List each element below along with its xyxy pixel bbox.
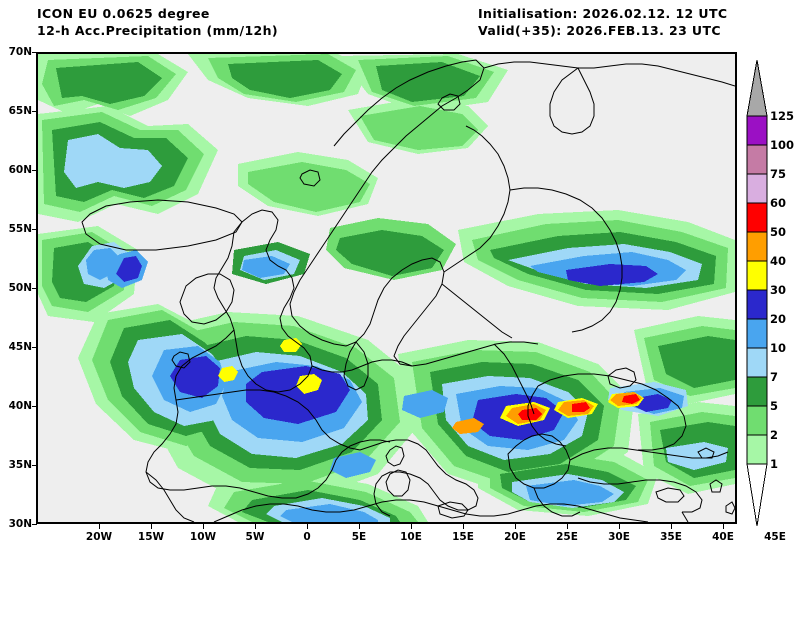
lon-tick-10w	[203, 524, 204, 529]
colorbar-band-50-60	[746, 202, 768, 233]
colorbar-band-30-40	[746, 260, 768, 291]
lon-tick-label-5e: 5E	[351, 531, 367, 543]
colorbar-band-7-10	[746, 347, 768, 378]
lon-tick-label-20w: 20W	[85, 531, 113, 543]
colorbar-band-5-7	[746, 376, 768, 407]
colorbar-band-20-30	[746, 289, 768, 320]
lat-tick-label-50n: 50N	[8, 282, 32, 294]
lat-tick-label-30n: 30N	[8, 518, 32, 530]
lon-tick-label-5w: 5W	[245, 531, 265, 543]
colorbar-tick-40: 40	[770, 254, 787, 268]
lat-tick-label-70n: 70N	[8, 46, 32, 58]
lat-tick-label-55n: 55N	[8, 223, 32, 235]
header-right-block: Initialisation: 2026.02.12. 12 UTC Valid…	[478, 5, 798, 39]
lon-tick-label-30e: 30E	[608, 531, 630, 543]
lon-tick-20e	[515, 524, 516, 529]
lat-tick-70n	[32, 52, 37, 53]
colorbar-band-60-75	[746, 173, 768, 204]
colorbar-tick-5: 5	[770, 399, 779, 413]
colorbar-band-10-20	[746, 318, 768, 349]
lon-tick-label-45e: 45E	[764, 531, 786, 543]
colorbar-tick-75: 75	[770, 167, 787, 181]
lon-tick-35e	[671, 524, 672, 529]
colorbar-tick-2: 2	[770, 428, 779, 442]
lat-tick-label-65n: 65N	[8, 105, 32, 117]
lat-tick-50n	[32, 288, 37, 289]
lon-tick-15w	[151, 524, 152, 529]
lon-tick-label-10w: 10W	[189, 531, 217, 543]
lat-tick-45n	[32, 347, 37, 348]
lat-tick-label-60n: 60N	[8, 164, 32, 176]
colorbar-band-1-2	[746, 434, 768, 465]
lon-tick-label-0: 0	[303, 531, 311, 543]
colorbar-band-100-125	[746, 115, 768, 146]
colorbar-tick-30: 30	[770, 283, 787, 297]
lon-tick-label-15e: 15E	[452, 531, 474, 543]
lat-tick-65n	[32, 111, 37, 112]
lon-tick-10e	[411, 524, 412, 529]
lon-tick-label-10e: 10E	[400, 531, 422, 543]
lat-tick-60n	[32, 170, 37, 171]
colorbar-band-75-100	[746, 144, 768, 175]
colorbar-tick-7: 7	[770, 370, 779, 384]
colorbar-tick-20: 20	[770, 312, 787, 326]
lon-tick-5w	[255, 524, 256, 529]
lat-tick-label-35n: 35N	[8, 459, 32, 471]
lon-tick-label-35e: 35E	[660, 531, 682, 543]
colorbar-tick-10: 10	[770, 341, 787, 355]
colorbar-tick-1: 1	[770, 457, 779, 471]
colorbar-tick-100: 100	[770, 138, 795, 152]
colorbar-tick-125: 125	[770, 109, 795, 123]
colorbar-tick-60: 60	[770, 196, 787, 210]
lon-tick-30e	[619, 524, 620, 529]
colorbar-swatches	[746, 60, 768, 526]
coastlines-layer	[81, 59, 735, 522]
lon-tick-40e	[723, 524, 724, 529]
lon-tick-label-15w: 15W	[137, 531, 165, 543]
lat-tick-40n	[32, 406, 37, 407]
colorbar-tick-50: 50	[770, 225, 787, 239]
lat-tick-55n	[32, 229, 37, 230]
lon-tick-25e	[567, 524, 568, 529]
valid-time-label: Valid(+35): 2026.FEB.13. 23 UTC	[478, 23, 721, 38]
lon-tick-label-25e: 25E	[556, 531, 578, 543]
chart-header: ICON EU 0.0625 degree 12-h Acc.Precipita…	[0, 0, 800, 48]
model-name-label: ICON EU 0.0625 degree	[37, 6, 210, 21]
lon-tick-20w	[99, 524, 100, 529]
field-name-label: 12-h Acc.Precipitation (mm/12h)	[37, 23, 279, 38]
colorbar-below-min-arrow	[746, 463, 768, 526]
lon-tick-label-20e: 20E	[504, 531, 526, 543]
lon-tick-15e	[463, 524, 464, 529]
lon-tick-5e	[359, 524, 360, 529]
initialisation-label: Initialisation: 2026.02.12. 12 UTC	[478, 6, 728, 21]
colorbar-band-2-5	[746, 405, 768, 436]
precipitation-field	[38, 54, 735, 522]
precipitation-colorbar: 125 100 75 60 50 40 30 20 10 7 5 2 1	[744, 60, 800, 526]
lat-tick-label-45n: 45N	[8, 341, 32, 353]
lat-tick-30n	[32, 524, 37, 525]
header-left-block: ICON EU 0.0625 degree 12-h Acc.Precipita…	[37, 5, 457, 39]
lon-tick-0	[307, 524, 308, 529]
lon-tick-label-40e: 40E	[712, 531, 734, 543]
colorbar-above-max-arrow	[746, 60, 768, 117]
map-plot-area	[36, 52, 737, 524]
colorbar-band-40-50	[746, 231, 768, 262]
lat-tick-35n	[32, 465, 37, 466]
lat-tick-label-40n: 40N	[8, 400, 32, 412]
precipitation-map-svg	[38, 54, 735, 522]
